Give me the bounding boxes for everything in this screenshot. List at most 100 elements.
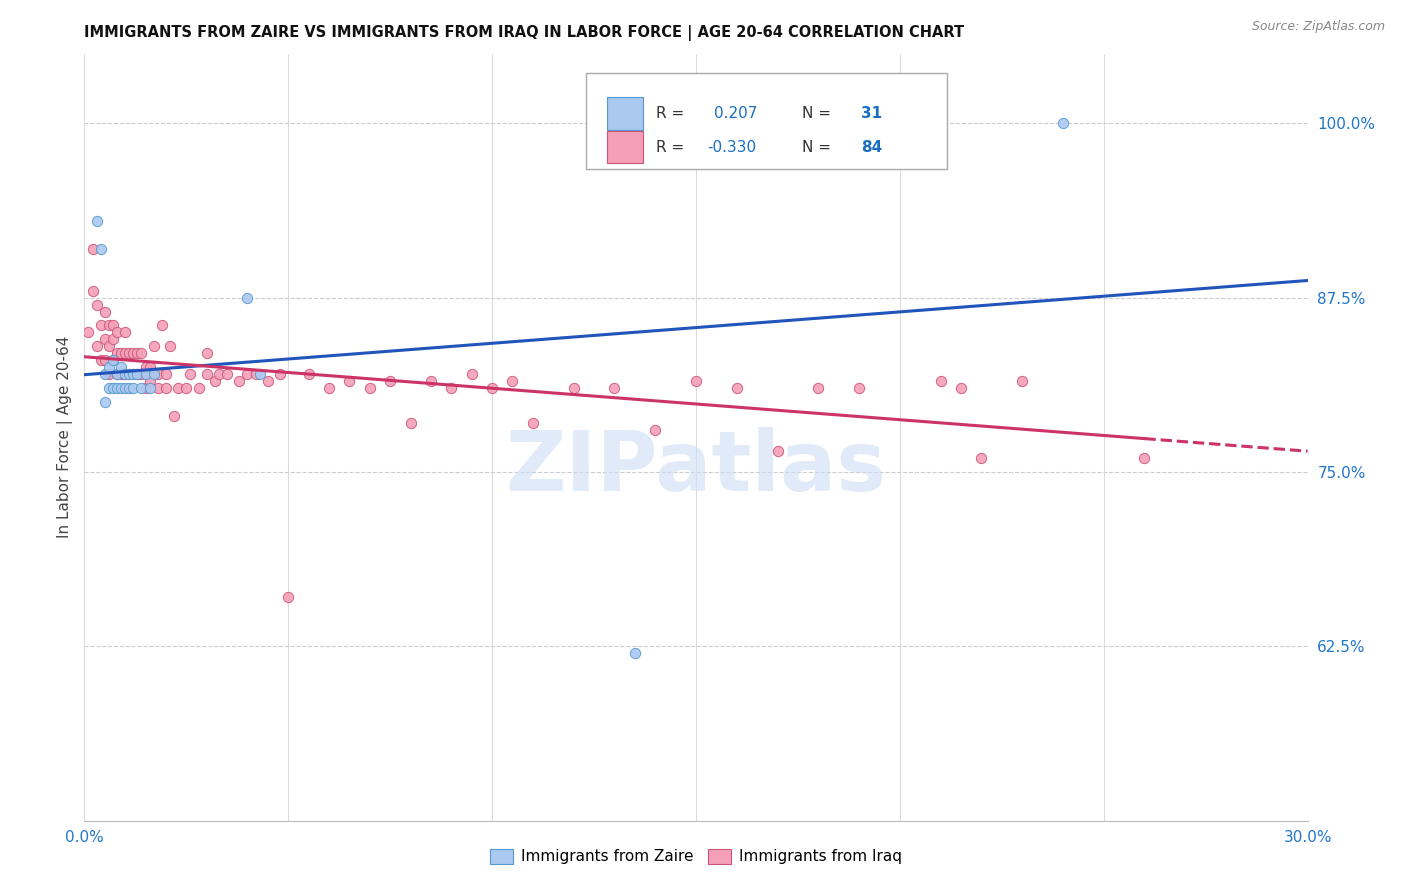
Point [93,395,115,409]
Point [97,318,120,333]
Point [150,318,173,333]
Text: N =: N = [803,106,831,121]
Point [195,346,218,360]
Point [114,346,136,360]
Point [174,381,197,395]
Point [146,381,169,395]
Point [440,381,463,395]
Point [339,374,361,388]
Point [101,353,124,368]
FancyBboxPatch shape [606,97,644,129]
Point [318,381,340,395]
Point [114,368,136,382]
Point [1133,450,1156,465]
Point [950,381,973,395]
Point [359,381,381,395]
Point [135,360,157,375]
Text: IMMIGRANTS FROM ZAIRE VS IMMIGRANTS FROM IRAQ IN LABOR FORCE | AGE 20-64 CORRELA: IMMIGRANTS FROM ZAIRE VS IMMIGRANTS FROM… [84,25,965,41]
Point [82,242,104,256]
Point [114,381,136,395]
FancyBboxPatch shape [586,73,946,169]
Point [603,381,626,395]
Point [131,368,153,382]
Y-axis label: In Labor Force | Age 20-64: In Labor Force | Age 20-64 [58,336,73,538]
Point [86,297,108,311]
Point [204,374,226,388]
Point [929,374,952,388]
Point [90,242,112,256]
Point [97,381,120,395]
Point [522,416,544,430]
Point [118,346,141,360]
Point [101,333,124,347]
Point [1052,116,1074,130]
FancyBboxPatch shape [606,131,644,163]
Point [110,360,132,375]
Point [110,346,132,360]
Point [228,374,250,388]
Point [118,381,141,395]
Point [101,318,124,333]
Point [110,381,132,395]
Point [195,368,218,382]
Point [110,368,132,382]
Point [159,339,181,353]
Text: Source: ZipAtlas.com: Source: ZipAtlas.com [1251,20,1385,33]
Point [131,381,153,395]
Point [127,346,149,360]
Point [562,381,585,395]
Point [167,381,190,395]
Point [105,346,128,360]
Point [82,284,104,298]
Point [249,368,271,382]
Point [685,374,707,388]
Point [122,381,145,395]
Point [122,368,145,382]
Point [155,381,177,395]
Point [257,374,280,388]
Point [127,368,149,382]
Point [114,326,136,340]
Text: ZIPatlas: ZIPatlas [506,427,886,508]
Point [236,368,259,382]
Text: -0.330: -0.330 [707,140,756,154]
Text: R =: R = [655,140,683,154]
Point [93,333,115,347]
Point [90,318,112,333]
Point [118,368,141,382]
Point [217,368,239,382]
Point [138,381,160,395]
Point [163,409,186,424]
Point [380,374,402,388]
Point [142,339,165,353]
Point [142,368,165,382]
Point [138,360,160,375]
Point [848,381,870,395]
Point [461,368,484,382]
Point [86,214,108,228]
Point [155,368,177,382]
Point [131,346,153,360]
Text: 31: 31 [860,106,882,121]
Point [101,381,124,395]
Point [105,368,128,382]
Point [105,326,128,340]
Point [135,381,157,395]
Point [97,339,120,353]
Text: N =: N = [803,140,831,154]
Point [481,381,503,395]
Point [298,368,321,382]
Text: R =: R = [655,106,683,121]
Point [105,368,128,382]
Point [138,374,160,388]
Point [122,368,145,382]
Point [97,368,120,382]
Point [807,381,830,395]
Point [97,360,120,375]
Point [122,346,145,360]
Point [277,591,299,605]
Point [208,368,231,382]
Point [101,353,124,368]
Point [105,381,128,395]
Point [90,353,112,368]
